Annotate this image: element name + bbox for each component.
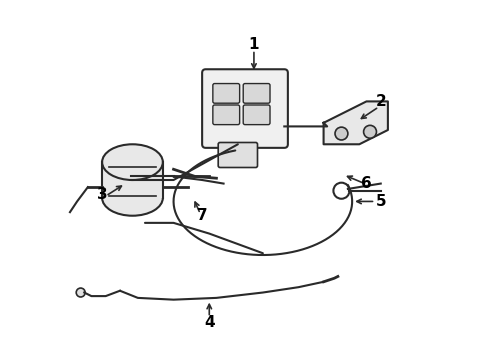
Text: 5: 5 xyxy=(375,194,386,209)
Text: 2: 2 xyxy=(375,94,386,109)
Text: 1: 1 xyxy=(249,37,259,52)
Polygon shape xyxy=(323,102,388,144)
Bar xyxy=(102,162,163,198)
FancyBboxPatch shape xyxy=(213,105,240,125)
FancyBboxPatch shape xyxy=(213,84,240,103)
FancyBboxPatch shape xyxy=(218,143,258,167)
FancyBboxPatch shape xyxy=(243,84,270,103)
Text: 3: 3 xyxy=(97,187,107,202)
Text: 4: 4 xyxy=(204,315,215,330)
FancyBboxPatch shape xyxy=(202,69,288,148)
Text: 7: 7 xyxy=(197,208,207,223)
Circle shape xyxy=(364,125,376,138)
Circle shape xyxy=(335,127,348,140)
Ellipse shape xyxy=(76,288,85,297)
FancyBboxPatch shape xyxy=(243,105,270,125)
Ellipse shape xyxy=(102,144,163,180)
Text: 6: 6 xyxy=(361,176,372,191)
Ellipse shape xyxy=(102,180,163,216)
